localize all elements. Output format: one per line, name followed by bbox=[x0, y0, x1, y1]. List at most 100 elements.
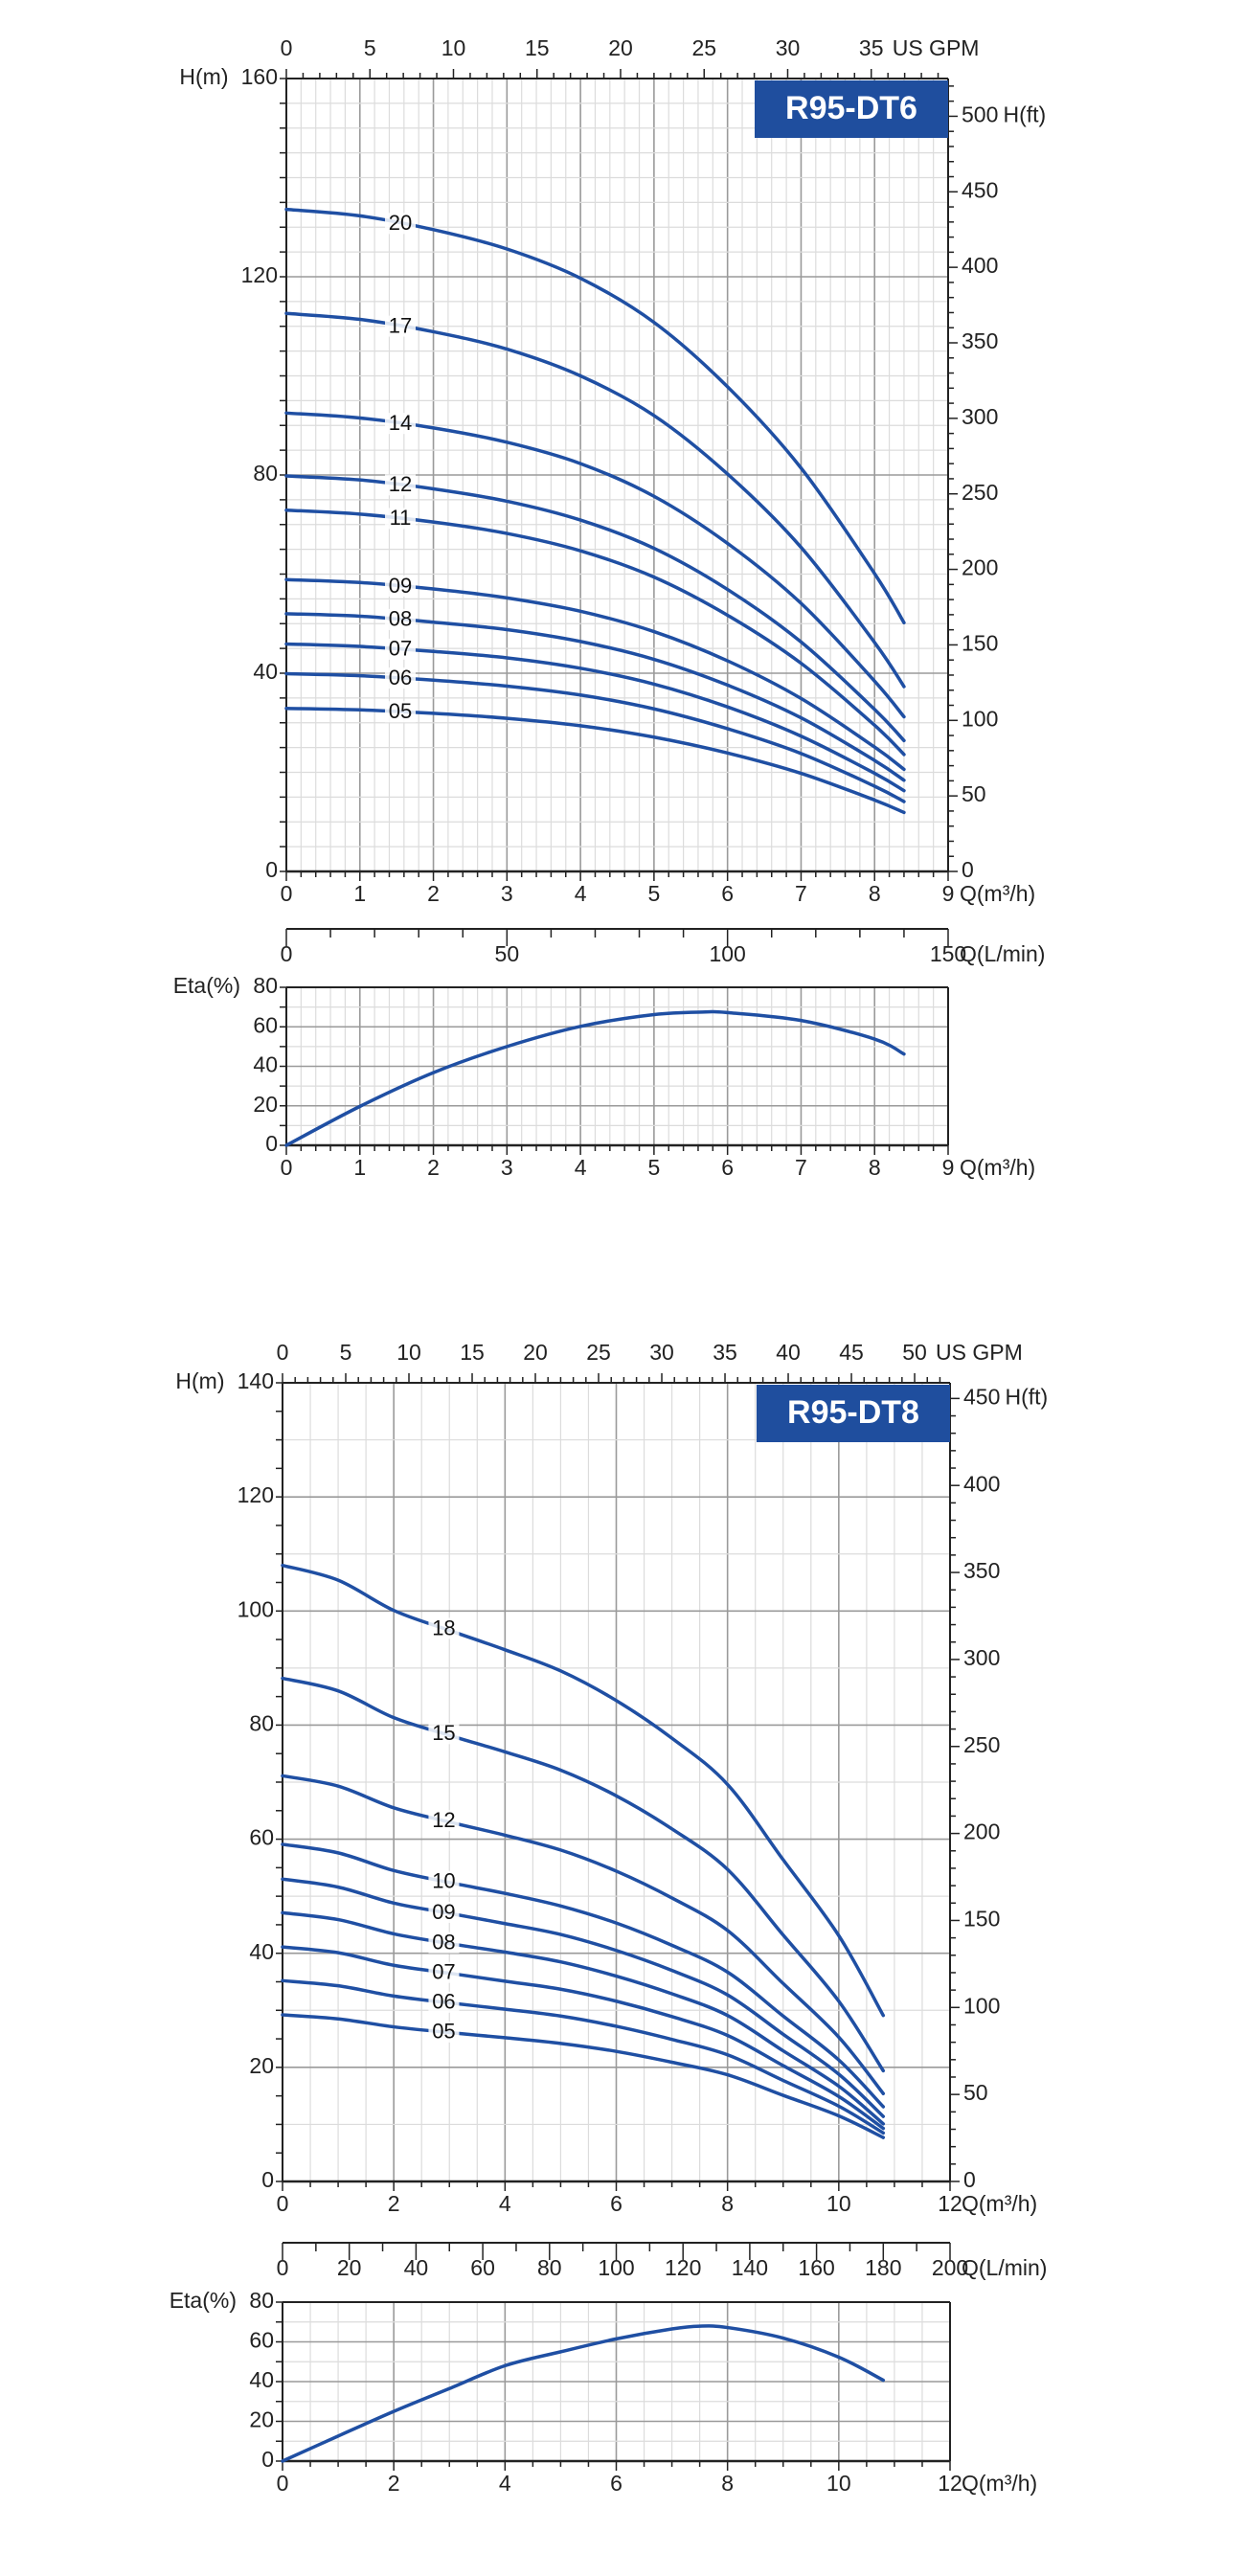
y-tick-label: 120 bbox=[241, 262, 278, 287]
ft-tick-label: 50 bbox=[962, 781, 986, 806]
efficiency-chart: 0 1 2 3 4 5 6 7 8 9 Q(m³/h) 0 20 40 60 80 Eta(%) 0 50 100 15… bbox=[173, 928, 1045, 1180]
curve-label: 08 bbox=[389, 607, 412, 631]
x-tick-label: 2 bbox=[427, 1155, 440, 1180]
pump-curve-09 bbox=[281, 1877, 886, 2118]
ft-tick-label: 450 bbox=[962, 177, 998, 202]
x-tick-label: 9 bbox=[942, 1155, 955, 1180]
gpm-tick-label: 50 bbox=[902, 1340, 927, 1365]
curve-label-background bbox=[428, 1723, 460, 1745]
ft-tick-label: 150 bbox=[962, 631, 998, 656]
ft-tick-label: 300 bbox=[963, 1645, 1000, 1670]
curve-label: 07 bbox=[389, 637, 412, 661]
gpm-tick-label: 40 bbox=[776, 1340, 801, 1365]
x-tick-label: 0 bbox=[281, 881, 293, 906]
curve-label: 05 bbox=[432, 2020, 455, 2044]
lpm-tick-label: 150 bbox=[930, 941, 966, 966]
x-tick-label: 8 bbox=[721, 2471, 734, 2496]
curve-label: 08 bbox=[432, 1930, 455, 1954]
gpm-tick-label: 25 bbox=[691, 35, 716, 60]
curve-label-background bbox=[428, 1961, 460, 1983]
model-title: R95-DT6 bbox=[785, 90, 917, 126]
curve-label-background bbox=[385, 213, 417, 235]
curve-label: 14 bbox=[389, 411, 412, 435]
lpm-tick-label: 120 bbox=[665, 2255, 701, 2280]
x-axis-label: Q(m³/h) bbox=[960, 881, 1035, 906]
pump-curve-efficiency bbox=[284, 1009, 906, 1147]
y-axis-label: H(m) bbox=[175, 1368, 224, 1393]
curve-label-background bbox=[428, 1991, 460, 2013]
lpm-tick-label: 20 bbox=[337, 2255, 362, 2280]
curve-label-background bbox=[385, 508, 417, 530]
curve-label: 06 bbox=[389, 666, 412, 689]
gpm-tick-label: 20 bbox=[608, 35, 633, 60]
curve-label: 09 bbox=[389, 574, 412, 598]
y-tick-label: 140 bbox=[238, 1368, 274, 1393]
x-tick-label: 1 bbox=[353, 1155, 366, 1180]
x-tick-label: 1 bbox=[353, 881, 366, 906]
lpm-tick-label: 100 bbox=[598, 2255, 634, 2280]
gpm-tick-label: 0 bbox=[281, 35, 293, 60]
curve-label: 17 bbox=[389, 313, 412, 337]
y-tick-label: 0 bbox=[265, 1131, 278, 1156]
curve-label: 15 bbox=[432, 1721, 455, 1745]
curve-label: 06 bbox=[432, 1990, 455, 2014]
gpm-tick-label: 35 bbox=[859, 35, 884, 60]
gpm-tick-label: 15 bbox=[460, 1340, 485, 1365]
ft-tick-label: 100 bbox=[963, 1993, 1000, 2018]
y-tick-label: 40 bbox=[249, 1939, 274, 1964]
y-tick-label: 20 bbox=[253, 1092, 278, 1117]
x-tick-label: 3 bbox=[501, 1155, 513, 1180]
ft-tick-label: 400 bbox=[962, 253, 998, 278]
ft-tick-label: 200 bbox=[963, 1819, 1000, 1844]
curve-label-background bbox=[385, 575, 417, 597]
y-axis-label: Eta(%) bbox=[173, 973, 240, 998]
curve-label-background bbox=[428, 1617, 460, 1639]
curve-label-background bbox=[428, 1810, 460, 1832]
ft-tick-label: 500 bbox=[962, 102, 998, 127]
curve-label: 11 bbox=[390, 506, 412, 530]
curve-label-background bbox=[385, 315, 417, 337]
ft-tick-label: 450 bbox=[963, 1384, 1000, 1409]
gpm-tick-label: 25 bbox=[586, 1340, 611, 1365]
y-tick-label: 60 bbox=[253, 1012, 278, 1037]
x-tick-label: 0 bbox=[277, 2471, 289, 2496]
y-tick-label: 20 bbox=[249, 2053, 274, 2078]
ft-axis-label: H(ft) bbox=[1004, 102, 1047, 127]
ft-tick-label: 250 bbox=[962, 480, 998, 505]
ft-tick-label: 150 bbox=[963, 1907, 1000, 1932]
pump-curve-06 bbox=[281, 1978, 886, 2135]
ft-tick-label: 50 bbox=[963, 2080, 988, 2105]
ft-tick-label: 250 bbox=[963, 1732, 1000, 1757]
y-tick-label: 40 bbox=[249, 2367, 274, 2392]
x-tick-label: 3 bbox=[501, 881, 513, 906]
ft-tick-label: 400 bbox=[963, 1471, 1000, 1496]
pump-curve-10 bbox=[281, 1842, 886, 2109]
curve-label: 09 bbox=[432, 1900, 455, 1924]
ft-tick-label: 300 bbox=[962, 404, 998, 429]
y-axis-label: H(m) bbox=[179, 64, 228, 89]
x-tick-label: 7 bbox=[795, 881, 807, 906]
y-tick-label: 80 bbox=[253, 461, 278, 486]
x-tick-label: 8 bbox=[869, 881, 881, 906]
curve-label: 20 bbox=[389, 211, 412, 235]
lpm-tick-label: 140 bbox=[732, 2255, 768, 2280]
curve-label-background bbox=[385, 608, 417, 630]
model-title: R95-DT8 bbox=[787, 1394, 919, 1431]
x-tick-label: 6 bbox=[610, 2191, 622, 2216]
y-tick-label: 60 bbox=[249, 1825, 274, 1850]
y-tick-label: 20 bbox=[249, 2407, 274, 2432]
curve-label-background bbox=[428, 1870, 460, 1892]
curve-label: 07 bbox=[432, 1960, 455, 1984]
x-axis-label: Q(m³/h) bbox=[960, 1155, 1035, 1180]
x-tick-label: 6 bbox=[721, 881, 734, 906]
ft-tick-label: 350 bbox=[962, 328, 998, 353]
x-tick-label: 5 bbox=[647, 881, 660, 906]
y-tick-label: 0 bbox=[265, 857, 278, 882]
x-tick-label: 10 bbox=[826, 2191, 851, 2216]
x-tick-label: 2 bbox=[427, 881, 440, 906]
y-tick-label: 160 bbox=[241, 64, 278, 89]
gpm-tick-label: 35 bbox=[713, 1340, 737, 1365]
lpm-tick-label: 0 bbox=[277, 2255, 289, 2280]
